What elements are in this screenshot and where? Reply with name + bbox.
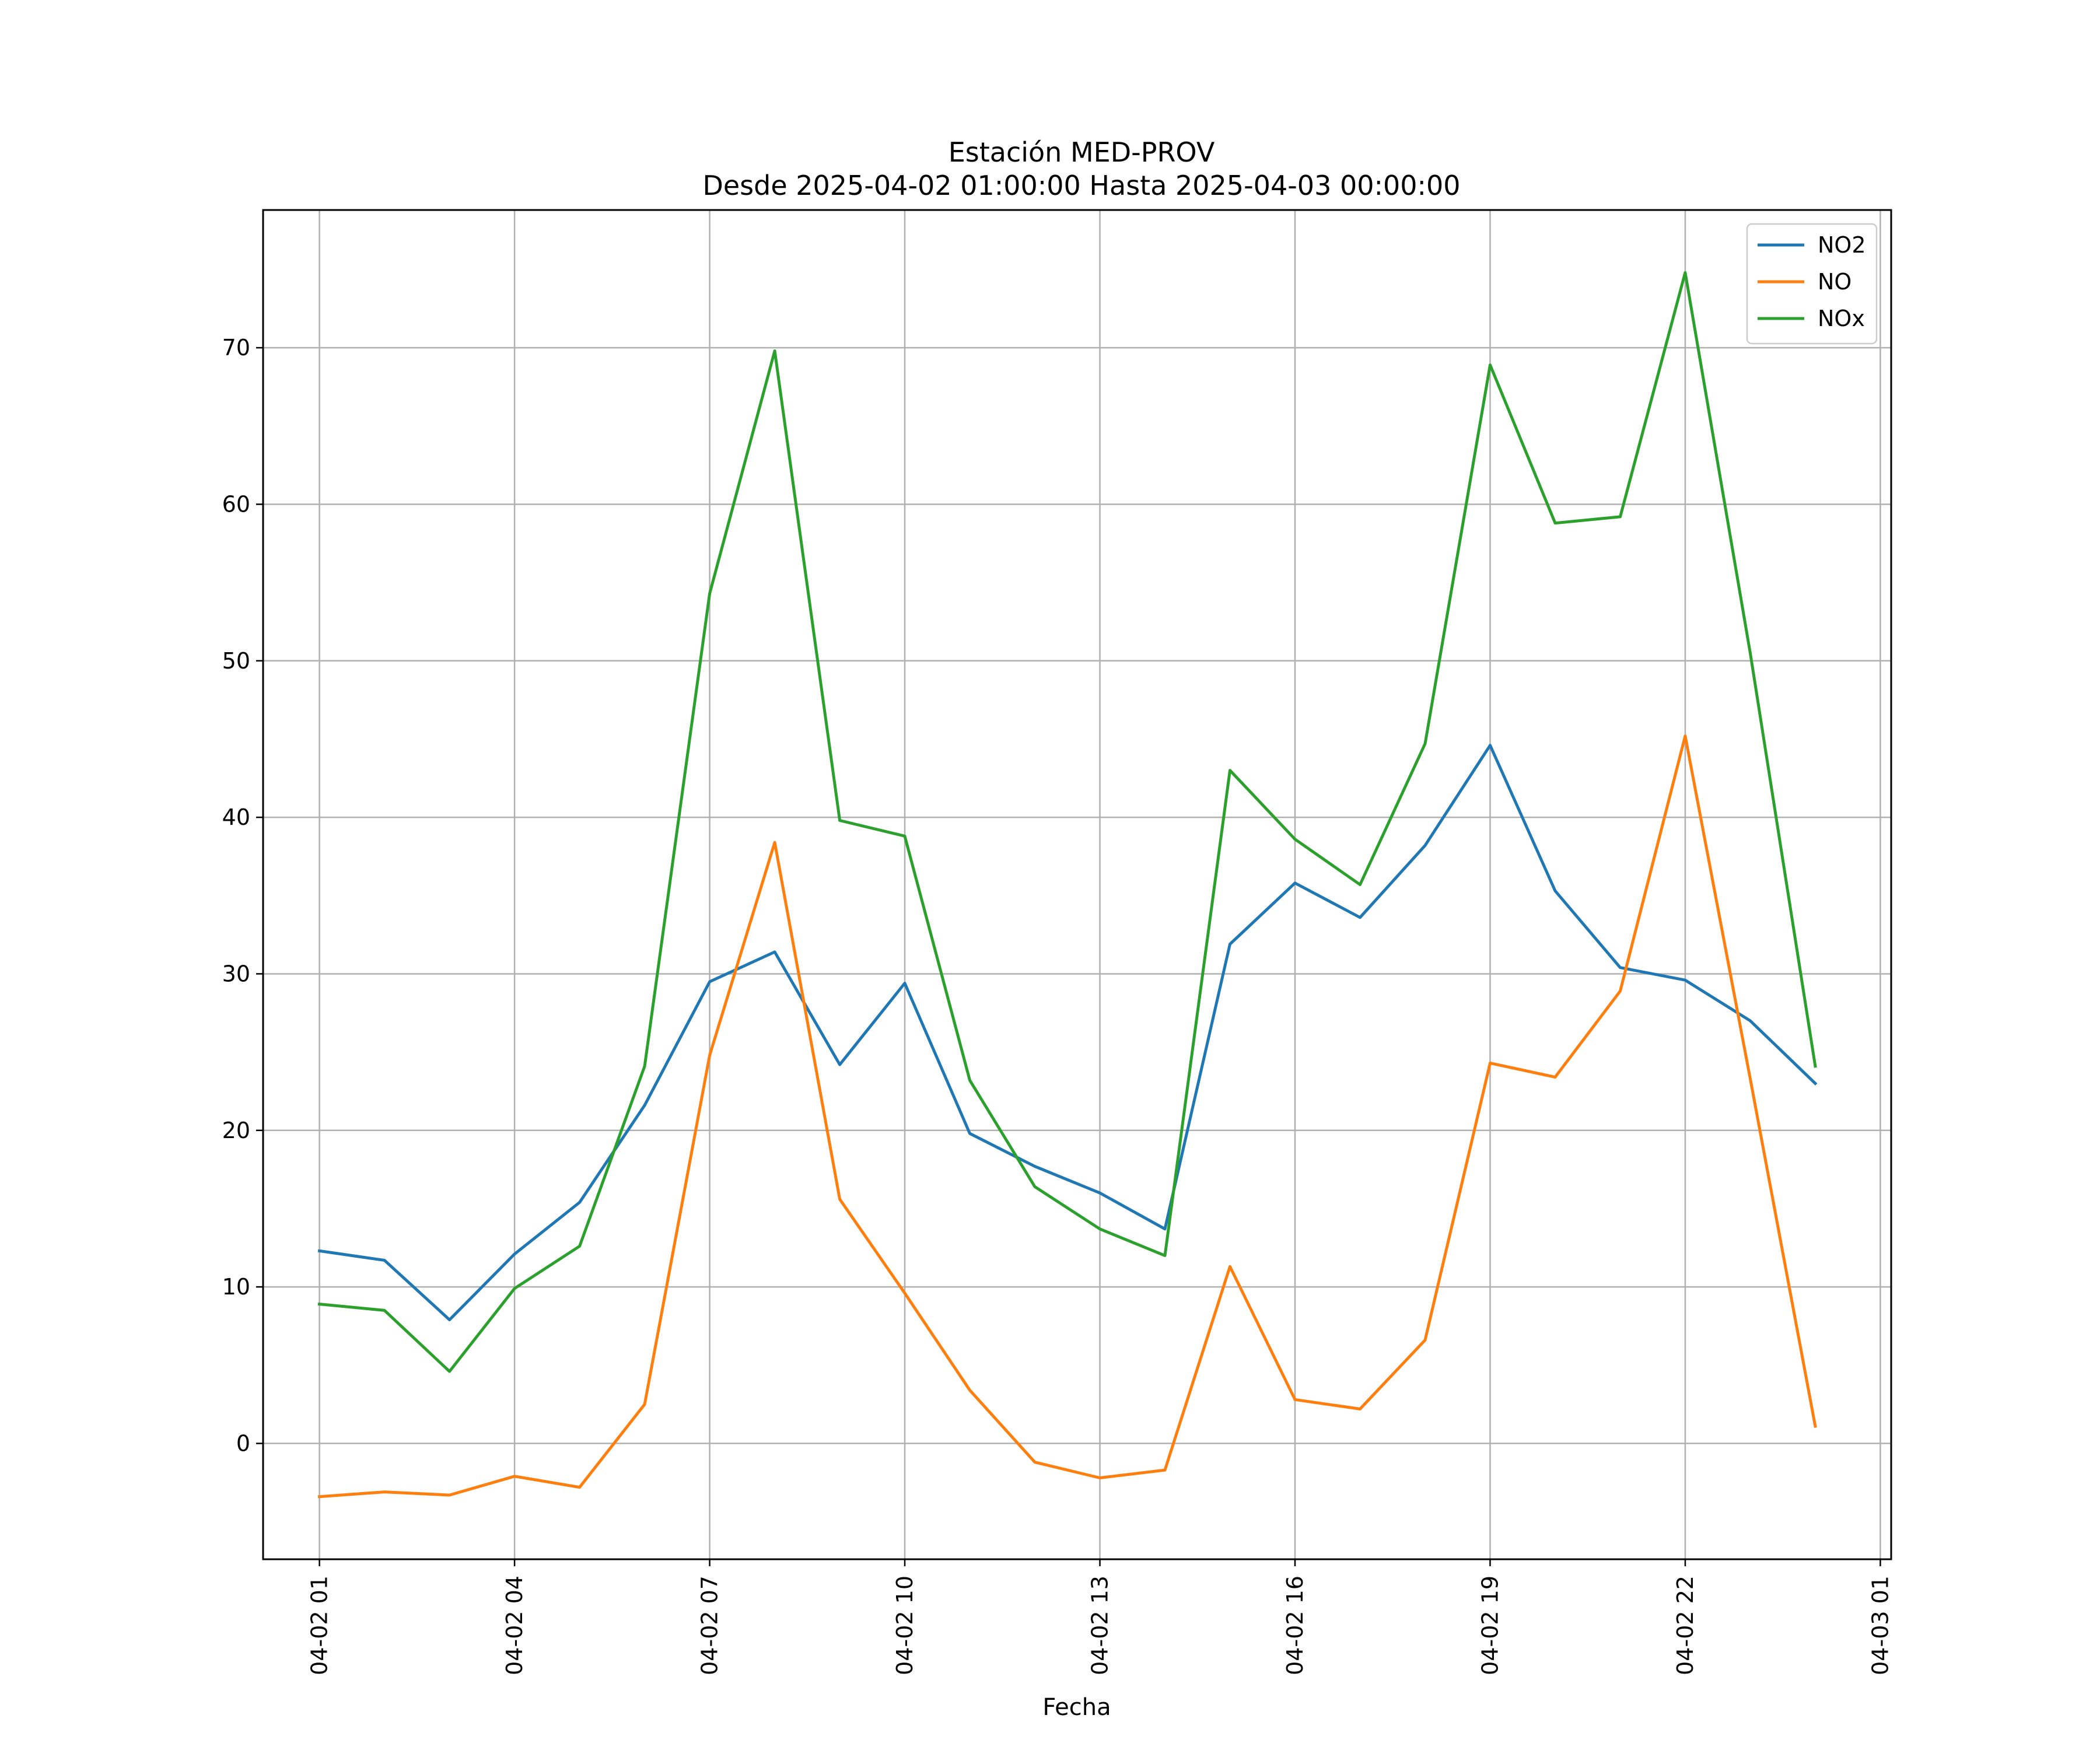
x-tick-label: 04-02 07 bbox=[697, 1576, 723, 1675]
series-line-no bbox=[317, 734, 1817, 1499]
x-tick-label: 04-02 04 bbox=[502, 1576, 527, 1675]
x-tick-label: 04-02 10 bbox=[892, 1576, 918, 1675]
x-tick-label: 04-02 13 bbox=[1087, 1576, 1113, 1675]
legend-box bbox=[1746, 223, 1878, 345]
grid bbox=[263, 210, 1891, 1559]
x-tick-label: 04-02 16 bbox=[1282, 1576, 1308, 1675]
legend-label-no: NO bbox=[1818, 269, 1852, 295]
legend: NO2 NO NOx bbox=[1746, 223, 1878, 345]
y-axis: 0 10 20 30 40 50 60 70 bbox=[222, 335, 263, 1456]
y-tick-label: 10 bbox=[222, 1274, 250, 1300]
chart-subtitle: Desde 2025-04-02 01:00:00 Hasta 2025-04-… bbox=[702, 170, 1460, 201]
series-line-nox bbox=[317, 271, 1817, 1373]
x-tick-label: 04-03 01 bbox=[1867, 1576, 1893, 1675]
series-line-no2 bbox=[317, 744, 1818, 1321]
legend-label-no2: NO2 bbox=[1818, 232, 1866, 258]
y-tick-label: 30 bbox=[222, 961, 250, 986]
x-tick-label: 04-02 22 bbox=[1672, 1576, 1698, 1675]
x-tick-label: 04-02 01 bbox=[307, 1576, 332, 1675]
y-tick-label: 50 bbox=[222, 648, 250, 674]
x-tick-label: 04-02 19 bbox=[1477, 1576, 1503, 1675]
legend-label-nox: NOx bbox=[1818, 306, 1865, 331]
x-axis-label: Fecha bbox=[1042, 1694, 1111, 1721]
y-tick-label: 0 bbox=[236, 1430, 250, 1456]
y-tick-label: 20 bbox=[222, 1118, 250, 1143]
series-lines bbox=[317, 271, 1818, 1499]
plot-frame bbox=[262, 209, 1892, 1560]
chart-title: Estación MED-PROV bbox=[949, 136, 1215, 168]
y-tick-label: 60 bbox=[222, 491, 250, 517]
x-axis: 04-02 01 04-02 04 04-02 07 04-02 10 04-02 13… bbox=[307, 1559, 1893, 1675]
y-tick-label: 40 bbox=[222, 804, 250, 830]
y-tick-label: 70 bbox=[222, 335, 250, 360]
